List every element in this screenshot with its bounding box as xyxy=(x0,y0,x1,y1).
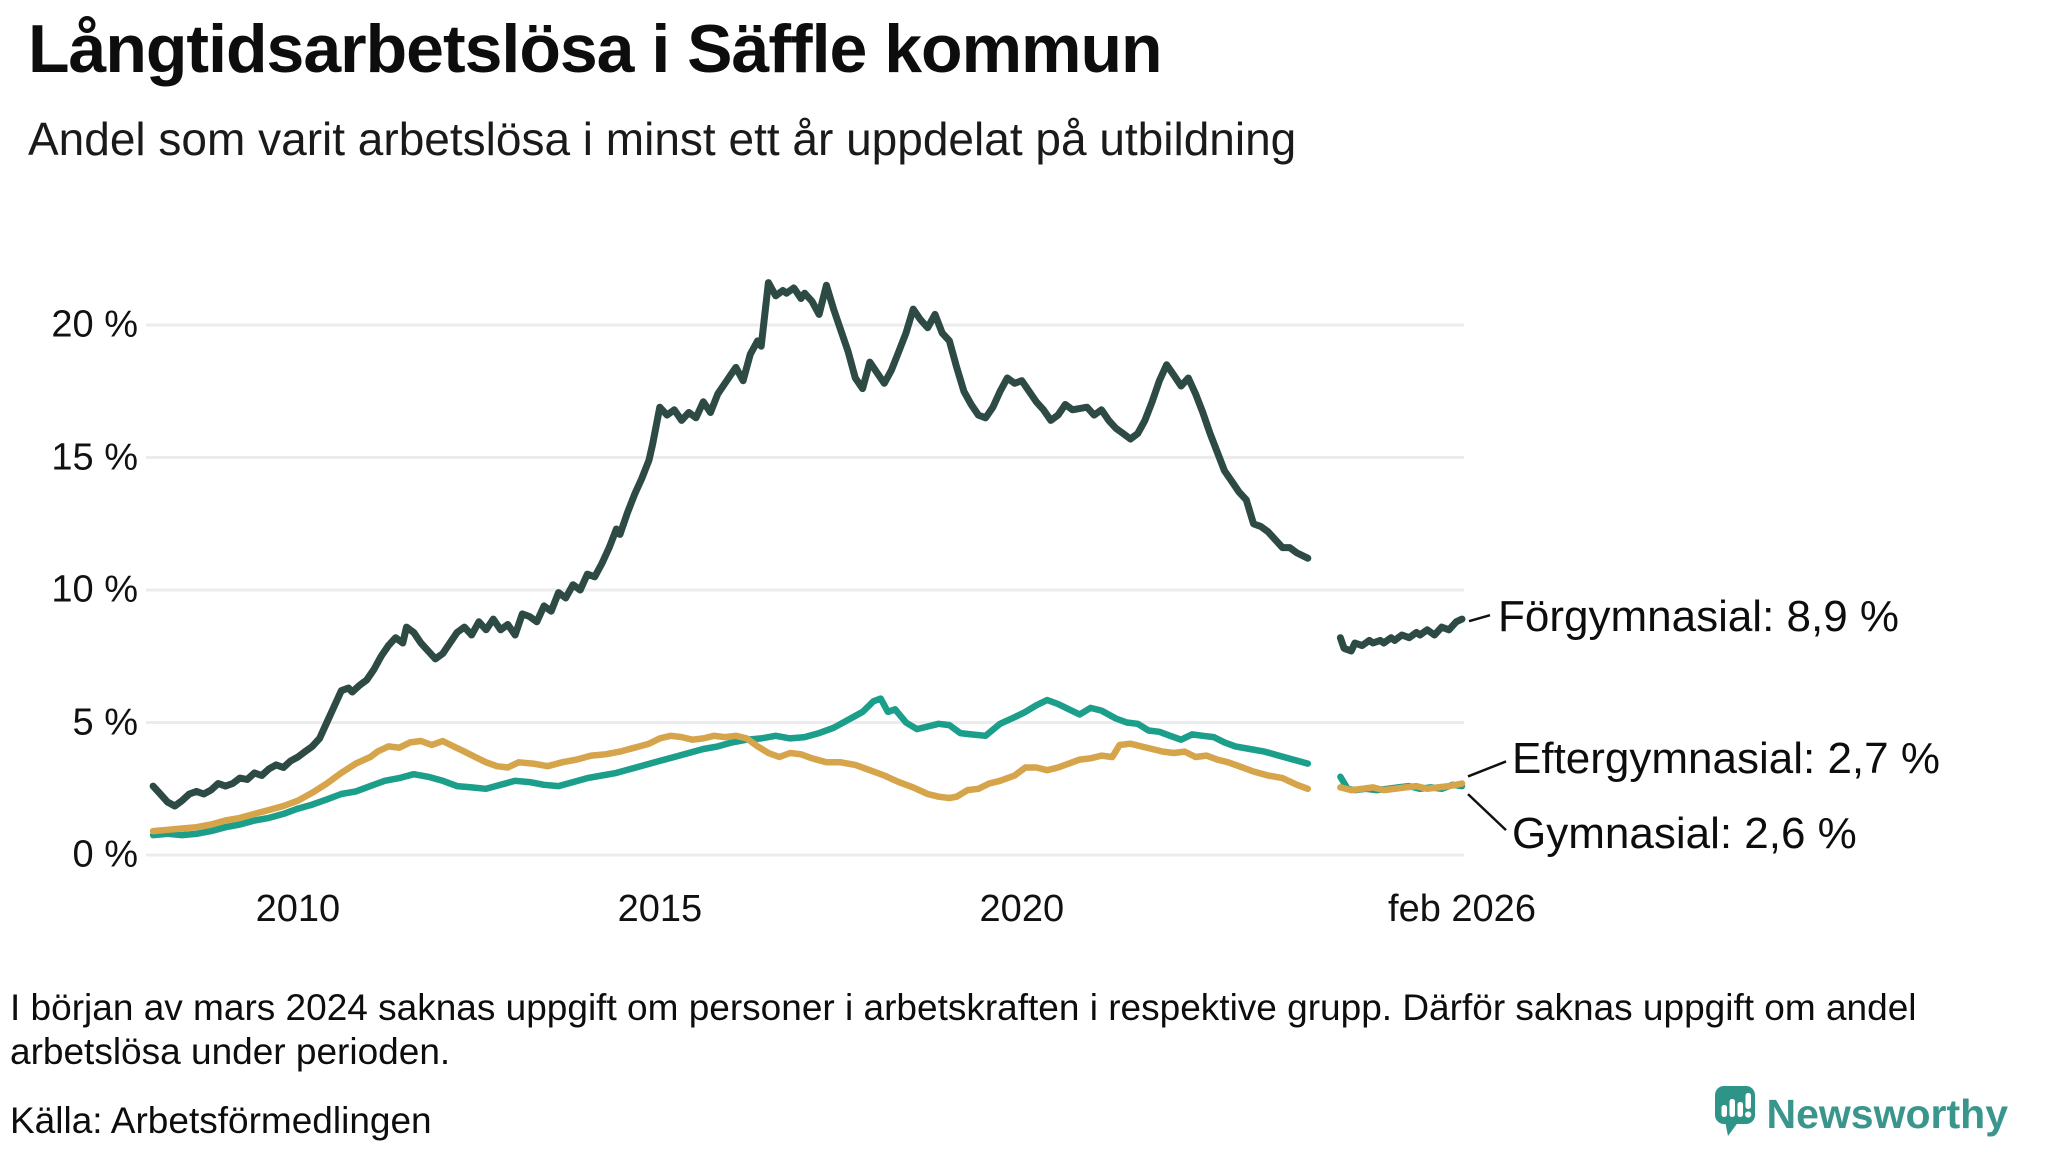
line-f-rgymnasial-segment-1 xyxy=(149,279,1312,810)
line-f-rgymnasial-segment-2 xyxy=(1336,615,1466,655)
newsworthy-logo-text: Newsworthy xyxy=(1766,1091,2009,1137)
leader-eftergymnasial xyxy=(1467,760,1507,778)
source-credit: Källa: Arbetsförmedlingen xyxy=(10,1100,432,1141)
series-end-label-f-rgymnasial: Förgymnasial: 8,9 % xyxy=(1498,592,1900,642)
line-chart xyxy=(146,279,1507,857)
gridlines xyxy=(146,323,1464,857)
newsworthy-logo: Newsworthy xyxy=(1714,1086,2009,1143)
line-gymnasial-segment-1 xyxy=(149,695,1312,839)
series-end-label-gymnasial: Gymnasial: 2,6 % xyxy=(1512,809,1857,859)
series-lines xyxy=(149,279,1466,839)
footnote: I början av mars 2024 saknas uppgift om … xyxy=(10,987,1917,1073)
x-tick-2020: 2020 xyxy=(979,888,1065,930)
y-tick-5: 5 % xyxy=(72,701,138,743)
x-tick-2010: 2010 xyxy=(255,888,341,930)
bar-chart-speech-bubble-icon xyxy=(1714,1086,1755,1143)
y-tick-10: 10 % xyxy=(51,568,138,611)
x-tick-feb-2026: feb 2026 xyxy=(1388,888,1536,930)
leader-gymnasial xyxy=(1467,793,1507,832)
y-tick-15: 15 % xyxy=(51,436,138,478)
leader-lines xyxy=(1467,613,1507,832)
y-tick-0: 0 % xyxy=(72,833,138,876)
y-tick-20: 20 % xyxy=(51,303,138,346)
line-eftergymnasial-segment-2 xyxy=(1337,780,1466,794)
line-eftergymnasial-segment-1 xyxy=(149,732,1312,835)
page-title: Långtidsarbetslösa i Säffle kommun xyxy=(28,11,1163,87)
x-tick-2015: 2015 xyxy=(617,888,703,930)
series-end-label-eftergymnasial: Eftergymnasial: 2,7 % xyxy=(1512,734,1940,784)
leader-f-rgymnasial xyxy=(1468,613,1491,623)
page-subtitle: Andel som varit arbetslösa i minst ett å… xyxy=(28,113,1297,165)
